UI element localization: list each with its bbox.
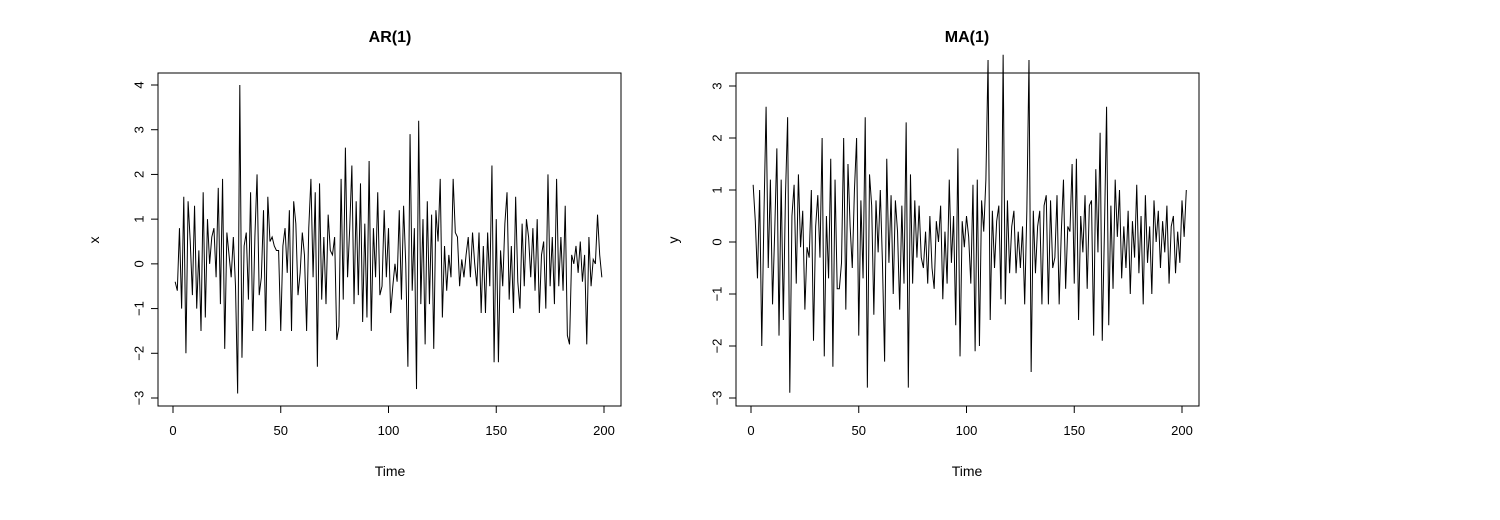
y-tick-label: −3 [709, 391, 724, 406]
y-tick-label: 0 [131, 260, 146, 267]
y-axis-label: x [86, 237, 102, 244]
x-tick-label: 50 [852, 423, 866, 438]
x-tick-label: 0 [747, 423, 754, 438]
y-tick-label: −2 [131, 346, 146, 361]
x-tick-label: 0 [169, 423, 176, 438]
y-tick-label: 1 [131, 216, 146, 223]
series-line [174, 84, 603, 394]
x-tick-label: 100 [378, 423, 400, 438]
plot-frame [735, 72, 1200, 407]
y-tick-label: −1 [709, 287, 724, 302]
x-tick-label: 200 [593, 423, 615, 438]
y-tick-label: 1 [709, 186, 724, 193]
chart-title: MA(1) [945, 29, 989, 46]
x-axis-label: Time [375, 463, 406, 479]
x-tick-label: 100 [956, 423, 978, 438]
x-tick-label: 50 [274, 423, 288, 438]
x-tick-label: 150 [485, 423, 507, 438]
x-tick-label: 200 [1171, 423, 1193, 438]
panel-ar1: AR(1) 0 50 100 150 200 −3 −2 −1 0 1 2 3 4 Time x [86, 29, 622, 479]
y-tick-label: −2 [709, 339, 724, 354]
series-line [752, 54, 1187, 393]
y-axis-label: y [665, 237, 681, 244]
panel-ma1: MA(1) 0 50 100 150 200 −3 −2 −1 0 1 2 3 Time y [665, 29, 1200, 479]
y-tick-label: 2 [131, 171, 146, 178]
y-axis: −3 −2 −1 0 1 2 3 4 [131, 81, 159, 406]
x-tick-label: 150 [1063, 423, 1085, 438]
y-tick-label: 0 [709, 238, 724, 245]
y-tick-label: −3 [131, 391, 146, 406]
y-tick-label: 3 [709, 82, 724, 89]
y-tick-label: 2 [709, 134, 724, 141]
y-tick-label: −1 [131, 301, 146, 316]
x-axis-label: Time [952, 463, 983, 479]
y-tick-label: 3 [131, 126, 146, 133]
y-tick-label: 4 [131, 81, 146, 88]
chart-title: AR(1) [369, 29, 412, 46]
x-axis: 0 50 100 150 200 [747, 405, 1193, 438]
x-axis: 0 50 100 150 200 [169, 405, 615, 438]
y-axis: −3 −2 −1 0 1 2 3 [709, 82, 737, 406]
